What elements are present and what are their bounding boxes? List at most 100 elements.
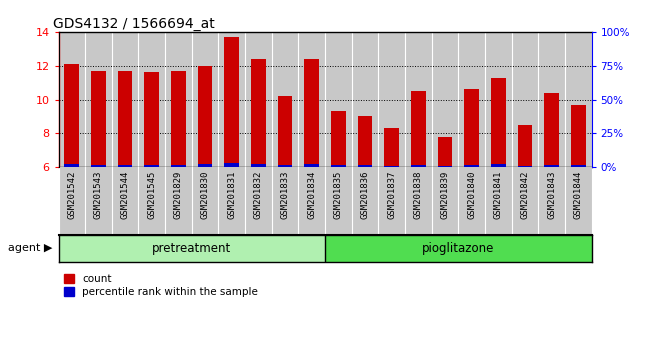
Text: GSM201843: GSM201843 xyxy=(547,171,556,219)
Bar xyxy=(112,32,138,167)
Text: GSM201839: GSM201839 xyxy=(441,171,449,219)
Bar xyxy=(192,32,218,167)
Bar xyxy=(358,116,372,167)
Text: GSM201844: GSM201844 xyxy=(574,171,582,219)
Bar xyxy=(437,166,452,167)
Bar xyxy=(58,235,325,262)
Bar xyxy=(384,128,399,167)
Text: GSM201543: GSM201543 xyxy=(94,171,103,219)
Text: GSM201544: GSM201544 xyxy=(121,171,129,219)
Text: GSM201836: GSM201836 xyxy=(361,171,369,219)
Bar xyxy=(491,164,506,167)
Bar xyxy=(251,164,266,167)
Bar xyxy=(144,165,159,167)
Text: GSM201835: GSM201835 xyxy=(334,171,343,219)
Text: GSM201545: GSM201545 xyxy=(148,171,156,219)
Bar xyxy=(411,165,426,167)
Bar xyxy=(58,167,85,235)
Bar xyxy=(544,165,559,167)
Bar xyxy=(272,167,298,235)
Bar xyxy=(458,167,485,235)
Bar xyxy=(85,167,112,235)
Bar xyxy=(432,32,458,167)
Bar xyxy=(278,165,292,167)
Bar xyxy=(331,110,346,167)
Text: GSM201831: GSM201831 xyxy=(227,171,236,219)
Bar xyxy=(325,32,352,167)
Text: GSM201838: GSM201838 xyxy=(414,171,422,219)
Bar xyxy=(192,167,218,235)
Bar xyxy=(458,32,485,167)
Text: GDS4132 / 1566694_at: GDS4132 / 1566694_at xyxy=(53,17,215,31)
Bar xyxy=(571,105,586,167)
Bar xyxy=(331,165,346,167)
Bar xyxy=(118,165,133,167)
Bar xyxy=(512,32,538,167)
Bar xyxy=(58,32,85,167)
Bar xyxy=(224,37,239,167)
Bar xyxy=(138,32,165,167)
Bar xyxy=(198,164,213,167)
Bar xyxy=(245,167,272,235)
Bar xyxy=(565,167,592,235)
Bar xyxy=(325,167,352,235)
Bar xyxy=(112,167,138,235)
Bar xyxy=(278,96,292,167)
Text: GSM201841: GSM201841 xyxy=(494,171,502,219)
Bar xyxy=(91,71,106,167)
Bar xyxy=(432,167,458,235)
Bar xyxy=(544,93,559,167)
Text: pretreatment: pretreatment xyxy=(152,242,231,255)
Bar xyxy=(138,167,165,235)
Bar xyxy=(218,32,245,167)
Bar xyxy=(464,165,479,167)
Bar xyxy=(517,125,532,167)
Bar xyxy=(437,137,452,167)
Text: GSM201834: GSM201834 xyxy=(307,171,316,219)
Bar xyxy=(491,78,506,167)
Bar xyxy=(485,167,512,235)
Bar xyxy=(405,167,432,235)
Bar xyxy=(165,167,192,235)
Bar xyxy=(245,32,272,167)
Text: GSM201832: GSM201832 xyxy=(254,171,263,219)
Text: pioglitazone: pioglitazone xyxy=(422,242,495,255)
Legend: count, percentile rank within the sample: count, percentile rank within the sample xyxy=(64,274,258,297)
Bar xyxy=(64,164,79,167)
Bar xyxy=(565,32,592,167)
Text: agent ▶: agent ▶ xyxy=(8,244,52,253)
Bar xyxy=(272,32,298,167)
Text: GSM201542: GSM201542 xyxy=(68,171,76,219)
Bar xyxy=(517,166,532,167)
Bar xyxy=(538,167,565,235)
Bar xyxy=(378,167,405,235)
Bar xyxy=(165,32,192,167)
Bar xyxy=(298,167,325,235)
Bar xyxy=(352,32,378,167)
Text: GSM201833: GSM201833 xyxy=(281,171,289,219)
Bar xyxy=(538,32,565,167)
Bar xyxy=(358,165,372,167)
Bar xyxy=(144,73,159,167)
Bar xyxy=(485,32,512,167)
Bar xyxy=(411,91,426,167)
Bar xyxy=(304,59,319,167)
Bar xyxy=(91,165,106,167)
Bar xyxy=(224,164,239,167)
Text: GSM201837: GSM201837 xyxy=(387,171,396,219)
Bar xyxy=(171,71,186,167)
Text: GSM201829: GSM201829 xyxy=(174,171,183,219)
Bar xyxy=(251,59,266,167)
Bar xyxy=(405,32,432,167)
Bar xyxy=(325,235,592,262)
Bar xyxy=(85,32,112,167)
Bar xyxy=(118,71,133,167)
Bar xyxy=(64,64,79,167)
Bar xyxy=(198,66,213,167)
Bar xyxy=(304,164,319,167)
Bar xyxy=(171,165,186,167)
Bar xyxy=(384,166,399,167)
Bar xyxy=(218,167,245,235)
Bar xyxy=(464,89,479,167)
Bar xyxy=(512,167,538,235)
